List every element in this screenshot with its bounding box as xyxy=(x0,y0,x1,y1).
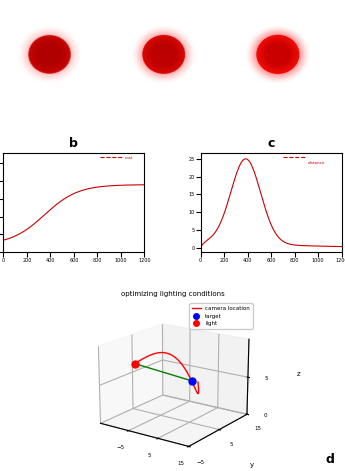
Circle shape xyxy=(140,33,187,76)
Text: distance: distance xyxy=(307,161,325,165)
Circle shape xyxy=(254,33,302,76)
Circle shape xyxy=(145,38,182,71)
Circle shape xyxy=(152,44,175,65)
Circle shape xyxy=(260,38,296,71)
Circle shape xyxy=(38,43,62,65)
Circle shape xyxy=(141,34,186,74)
Circle shape xyxy=(150,42,177,66)
Circle shape xyxy=(32,39,67,70)
Circle shape xyxy=(31,38,68,71)
Circle shape xyxy=(150,42,177,67)
Circle shape xyxy=(30,36,70,73)
Circle shape xyxy=(149,41,179,68)
Title: optimizing lighting conditions: optimizing lighting conditions xyxy=(121,292,224,298)
Text: a: a xyxy=(329,10,336,20)
Circle shape xyxy=(147,39,181,70)
Circle shape xyxy=(253,32,303,77)
Circle shape xyxy=(265,42,291,66)
Circle shape xyxy=(151,43,176,65)
Circle shape xyxy=(29,36,70,73)
Circle shape xyxy=(145,37,183,72)
Circle shape xyxy=(37,43,62,66)
Circle shape xyxy=(36,42,63,67)
Circle shape xyxy=(264,41,292,67)
Circle shape xyxy=(151,43,177,66)
Circle shape xyxy=(32,39,67,70)
Circle shape xyxy=(266,44,289,65)
Circle shape xyxy=(147,40,180,69)
Y-axis label: y: y xyxy=(250,462,254,468)
Circle shape xyxy=(260,39,295,70)
Circle shape xyxy=(147,39,180,70)
Circle shape xyxy=(267,45,289,64)
Text: cost: cost xyxy=(124,156,133,160)
Circle shape xyxy=(34,41,65,68)
Circle shape xyxy=(145,37,183,72)
Circle shape xyxy=(265,43,290,66)
Circle shape xyxy=(144,36,184,73)
Circle shape xyxy=(261,39,295,70)
Circle shape xyxy=(259,38,296,71)
Text: d: d xyxy=(326,453,335,466)
Text: b: b xyxy=(69,137,78,150)
Circle shape xyxy=(153,45,175,64)
Circle shape xyxy=(36,41,64,67)
Circle shape xyxy=(257,35,299,73)
Circle shape xyxy=(152,44,175,65)
Circle shape xyxy=(257,35,299,73)
Circle shape xyxy=(36,42,63,66)
Circle shape xyxy=(144,37,183,72)
Circle shape xyxy=(38,44,61,65)
Circle shape xyxy=(34,41,65,68)
Circle shape xyxy=(39,45,60,64)
Circle shape xyxy=(149,41,178,68)
Circle shape xyxy=(143,36,184,73)
Circle shape xyxy=(259,37,297,72)
Circle shape xyxy=(263,41,293,68)
Legend: camera location, target, light: camera location, target, light xyxy=(189,303,253,329)
Circle shape xyxy=(146,38,182,71)
Circle shape xyxy=(264,42,292,67)
Circle shape xyxy=(149,41,178,67)
Circle shape xyxy=(32,38,68,71)
Circle shape xyxy=(29,35,70,73)
Circle shape xyxy=(143,35,185,73)
Circle shape xyxy=(265,43,291,66)
Circle shape xyxy=(262,40,294,69)
Text: c: c xyxy=(267,137,275,150)
Circle shape xyxy=(148,41,179,68)
Circle shape xyxy=(33,39,66,70)
Circle shape xyxy=(259,37,297,72)
Circle shape xyxy=(266,43,290,65)
Circle shape xyxy=(267,44,289,65)
Circle shape xyxy=(148,40,179,69)
Circle shape xyxy=(30,37,69,72)
Circle shape xyxy=(143,35,185,73)
Circle shape xyxy=(252,31,304,78)
Circle shape xyxy=(31,37,68,72)
Circle shape xyxy=(38,44,61,65)
Circle shape xyxy=(262,40,294,69)
Circle shape xyxy=(35,41,64,68)
Circle shape xyxy=(257,36,298,73)
Circle shape xyxy=(33,40,66,69)
Circle shape xyxy=(263,41,293,68)
Circle shape xyxy=(37,43,62,66)
Circle shape xyxy=(261,39,295,70)
Circle shape xyxy=(256,34,300,74)
Circle shape xyxy=(34,40,66,69)
Circle shape xyxy=(263,41,293,68)
Circle shape xyxy=(151,43,176,66)
Circle shape xyxy=(30,37,69,72)
Circle shape xyxy=(258,37,297,72)
Circle shape xyxy=(146,39,181,70)
Circle shape xyxy=(258,36,298,73)
